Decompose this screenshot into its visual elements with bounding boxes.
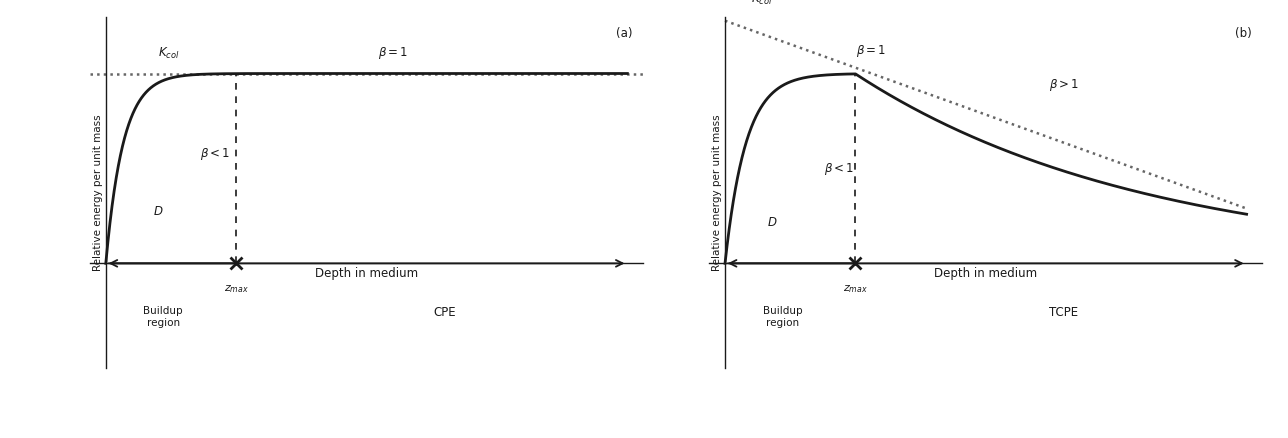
Text: (b): (b) [1235,27,1252,40]
Text: $D$: $D$ [766,215,777,229]
Text: Buildup
region: Buildup region [143,305,183,327]
X-axis label: Depth in medium: Depth in medium [934,266,1037,279]
Text: Buildup
region: Buildup region [762,305,802,327]
Text: $z_{max}$: $z_{max}$ [842,283,868,294]
Text: CPE: CPE [434,305,456,318]
Text: (a): (a) [616,27,632,40]
Text: $\beta > 1$: $\beta > 1$ [1048,78,1079,93]
Text: $K_{col}$: $K_{col}$ [158,46,179,61]
X-axis label: Depth in medium: Depth in medium [316,266,419,279]
Text: $\beta = 1$: $\beta = 1$ [377,45,408,61]
Text: $\beta < 1$: $\beta < 1$ [824,161,854,177]
Text: $\beta < 1$: $\beta < 1$ [200,146,231,162]
Text: $D$: $D$ [153,204,164,217]
Y-axis label: Relative energy per unit mass: Relative energy per unit mass [93,115,103,271]
Text: $\beta = 1$: $\beta = 1$ [857,43,886,59]
Text: $z_{max}$: $z_{max}$ [224,283,249,294]
Text: TCPE: TCPE [1050,305,1078,318]
Y-axis label: Relative energy per unit mass: Relative energy per unit mass [712,115,723,271]
Text: $K_{col}$: $K_{col}$ [751,0,773,7]
